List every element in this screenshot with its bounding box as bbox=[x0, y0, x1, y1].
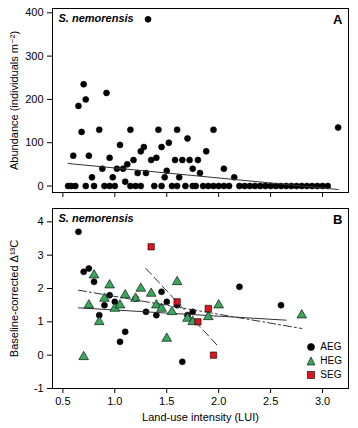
svg-text:100: 100 bbox=[25, 136, 43, 148]
svg-text:Abundance (individuals m⁻²): Abundance (individuals m⁻²) bbox=[8, 31, 20, 170]
svg-text:Land-use intensity (LUI): Land-use intensity (LUI) bbox=[142, 411, 259, 423]
svg-text:3: 3 bbox=[37, 249, 43, 261]
svg-text:4: 4 bbox=[37, 215, 43, 227]
svg-text:A: A bbox=[333, 12, 343, 27]
svg-text:Baseline-corrected Δ¹³C: Baseline-corrected Δ¹³C bbox=[8, 240, 20, 357]
html-text:AEG: AEG bbox=[320, 341, 342, 352]
svg-text:S. nemorensis: S. nemorensis bbox=[59, 212, 134, 224]
svg-text:0: 0 bbox=[37, 180, 43, 192]
svg-text:2.0: 2.0 bbox=[211, 395, 226, 407]
svg-text:2.5: 2.5 bbox=[263, 395, 278, 407]
svg-text:300: 300 bbox=[25, 50, 43, 62]
svg-text:0: 0 bbox=[37, 349, 43, 361]
svg-text:1.5: 1.5 bbox=[159, 395, 174, 407]
svg-text:400: 400 bbox=[25, 6, 43, 18]
svg-text:B: B bbox=[333, 212, 342, 227]
svg-text:-1: -1 bbox=[34, 382, 44, 394]
html-text:SEG: SEG bbox=[320, 369, 342, 380]
svg-text:1: 1 bbox=[37, 315, 43, 327]
svg-text:2: 2 bbox=[37, 282, 43, 294]
svg-text:200: 200 bbox=[25, 93, 43, 105]
svg-text:1.0: 1.0 bbox=[107, 395, 122, 407]
svg-text:3.0: 3.0 bbox=[315, 395, 330, 407]
svg-text:S. nemorensis: S. nemorensis bbox=[59, 12, 134, 24]
svg-text:0.5: 0.5 bbox=[55, 395, 70, 407]
html-text:HEG: HEG bbox=[320, 355, 342, 366]
